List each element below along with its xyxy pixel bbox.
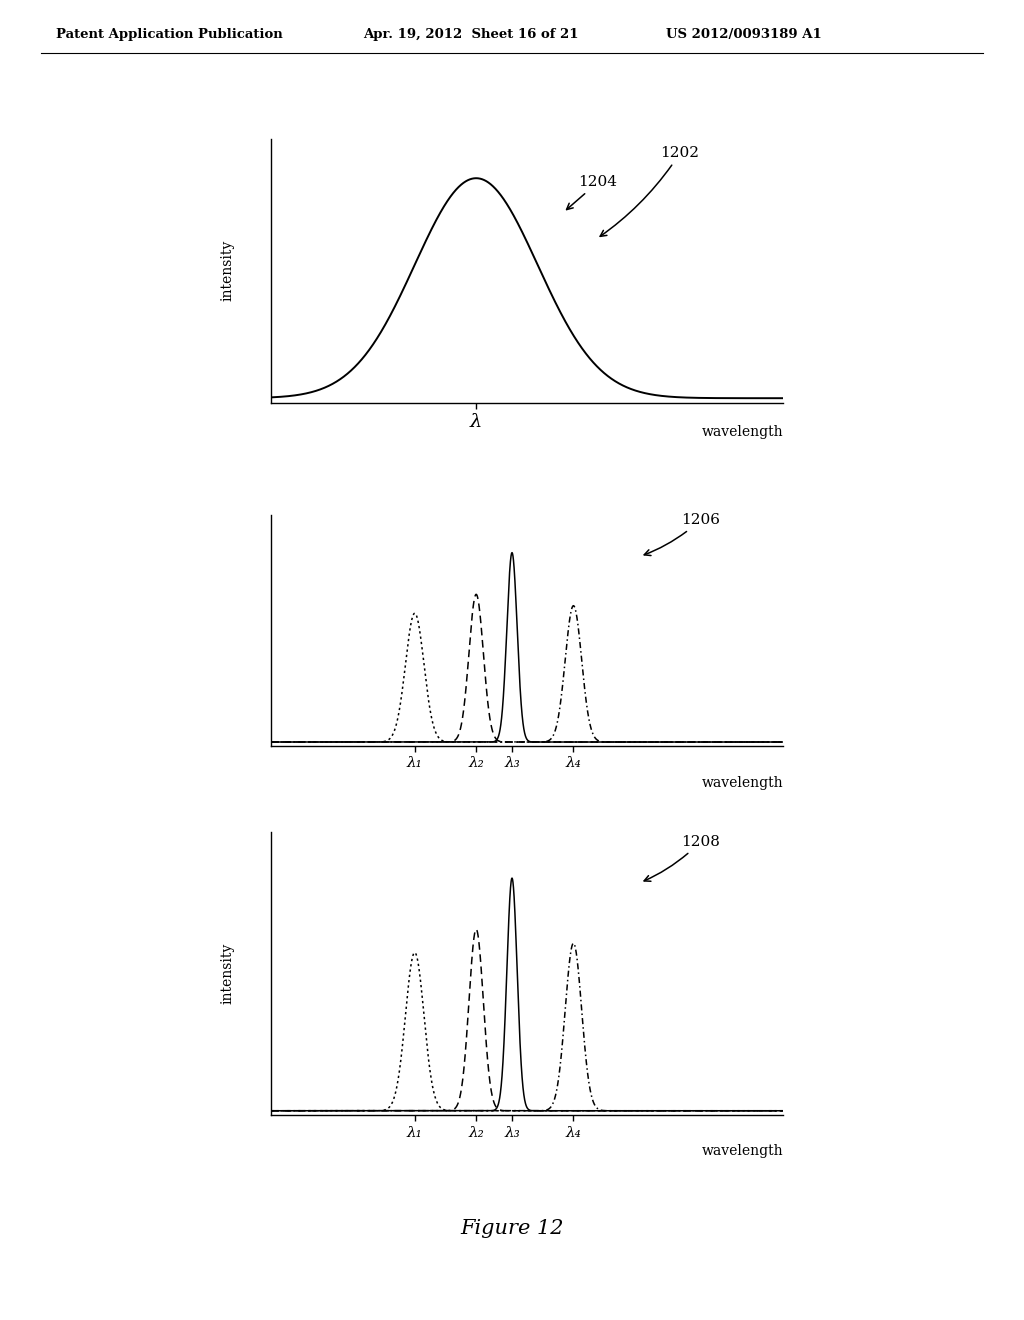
Text: 1202: 1202	[600, 147, 699, 236]
Text: Patent Application Publication: Patent Application Publication	[56, 28, 283, 41]
Text: 1208: 1208	[644, 834, 720, 882]
Text: wavelength: wavelength	[701, 425, 783, 440]
Text: Figure 12: Figure 12	[460, 1220, 564, 1238]
Text: intensity: intensity	[221, 942, 234, 1005]
Text: Apr. 19, 2012  Sheet 16 of 21: Apr. 19, 2012 Sheet 16 of 21	[364, 28, 579, 41]
Text: US 2012/0093189 A1: US 2012/0093189 A1	[666, 28, 821, 41]
Text: wavelength: wavelength	[701, 1143, 783, 1158]
Text: wavelength: wavelength	[701, 776, 783, 789]
Text: 1206: 1206	[644, 513, 720, 556]
Text: 1204: 1204	[566, 176, 617, 210]
Text: intensity: intensity	[221, 240, 234, 301]
